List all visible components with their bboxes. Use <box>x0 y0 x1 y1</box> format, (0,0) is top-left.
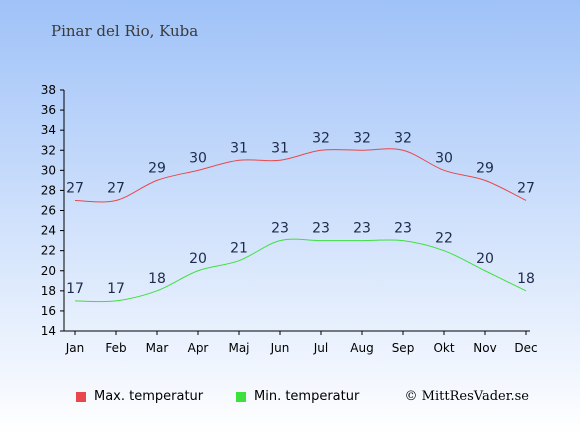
data-label-min: 23 <box>271 221 289 237</box>
data-label-min: 18 <box>148 271 166 287</box>
data-label-min: 22 <box>435 231 453 247</box>
x-tick-label: Sep <box>392 341 415 355</box>
y-tick-label: 24 <box>41 224 56 238</box>
data-label-max: 27 <box>107 180 125 196</box>
data-label-max: 31 <box>230 140 248 156</box>
data-label-min: 20 <box>476 251 494 267</box>
data-label-min: 23 <box>353 221 371 237</box>
y-tick-label: 14 <box>41 324 56 338</box>
y-tick-label: 34 <box>41 123 56 137</box>
data-label-max: 32 <box>394 130 412 146</box>
data-label-max: 32 <box>312 130 330 146</box>
data-label-max: 29 <box>148 160 166 176</box>
chart-title: Pinar del Rio, Kuba <box>51 22 199 40</box>
x-tick-label: Nov <box>473 341 496 355</box>
y-tick-label: 18 <box>41 284 56 298</box>
series-line-min <box>74 238 527 303</box>
x-tick-label: Aug <box>350 341 373 355</box>
y-tick-label: 26 <box>41 204 56 218</box>
series-line-max <box>74 148 527 203</box>
y-tick-label: 28 <box>41 183 56 197</box>
x-tick-label: Mar <box>146 341 169 355</box>
legend-item-max: Max. temperatur <box>76 389 203 404</box>
data-label-min: 17 <box>107 281 125 297</box>
credit-text: © MittResVader.se <box>404 389 529 404</box>
data-label-min: 20 <box>189 251 207 267</box>
data-label-max: 30 <box>435 150 453 166</box>
y-tick-label: 16 <box>41 304 56 318</box>
x-tick-label: Jan <box>65 341 85 355</box>
x-tick-label: Maj <box>228 341 249 355</box>
legend-label-min: Min. temperatur <box>254 389 360 404</box>
x-tick-label: Apr <box>188 341 209 355</box>
data-label-min: 23 <box>394 221 412 237</box>
data-label-min: 21 <box>230 241 248 257</box>
data-label-min: 18 <box>517 271 535 287</box>
y-tick-label: 22 <box>41 244 56 258</box>
x-tick-label: Feb <box>105 341 126 355</box>
x-tick-label: Jun <box>270 341 290 355</box>
y-tick-label: 38 <box>41 83 56 97</box>
legend-swatch-max <box>76 391 86 402</box>
y-tick-label: 20 <box>41 264 56 278</box>
data-label-min: 17 <box>66 281 84 297</box>
data-label-max: 27 <box>66 180 84 196</box>
data-label-min: 23 <box>312 221 330 237</box>
y-tick-label: 36 <box>41 103 56 117</box>
y-tick-label: 32 <box>41 143 56 157</box>
data-label-max: 31 <box>271 140 289 156</box>
legend-item-min: Min. temperatur <box>236 389 359 404</box>
data-label-max: 30 <box>189 150 207 166</box>
x-tick-label: Dec <box>514 341 537 355</box>
legend-swatch-min <box>236 391 246 402</box>
data-label-max: 29 <box>476 160 494 176</box>
x-tick-label: Okt <box>433 341 454 355</box>
data-label-max: 32 <box>353 130 371 146</box>
x-tick-label: Jul <box>313 341 328 355</box>
data-label-max: 27 <box>517 180 535 196</box>
y-tick-label: 30 <box>41 163 56 177</box>
legend-label-max: Max. temperatur <box>94 389 204 404</box>
